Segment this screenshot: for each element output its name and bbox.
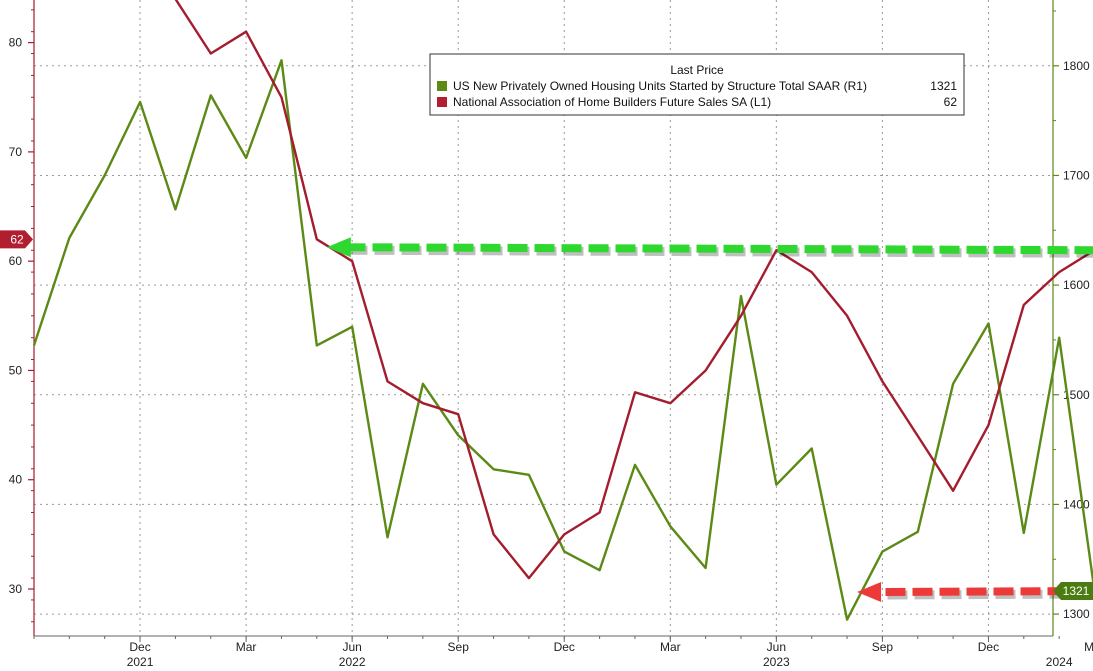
- x-tick-label: Sep: [448, 640, 470, 654]
- legend-entry-label: US New Privately Owned Housing Units Sta…: [453, 79, 867, 93]
- left-tick-label: 60: [9, 254, 23, 268]
- annotation-layer: [326, 237, 1093, 603]
- right-tick-label: 1500: [1063, 388, 1090, 402]
- left-tick-label: 30: [9, 582, 23, 596]
- series-line-housing-starts: [32, 59, 1093, 621]
- left-tick-label: 80: [9, 36, 23, 50]
- x-tick-label: Dec: [129, 640, 150, 654]
- x-tick-label: Mar: [660, 640, 681, 654]
- x-tick-label: Dec: [978, 640, 999, 654]
- last-value-badges: 62 1321: [0, 230, 1093, 601]
- left-tick-label: 50: [9, 363, 23, 377]
- left-last-value-text: 62: [10, 232, 24, 246]
- x-tick-label: Dec: [554, 640, 575, 654]
- x-year-label: 2024: [1046, 655, 1073, 669]
- legend-box: [429, 53, 965, 116]
- legend-entry-label: National Association of Home Builders Fu…: [453, 95, 771, 109]
- legend-entry-value: 62: [944, 95, 958, 109]
- right-tick-label: 1300: [1063, 607, 1090, 621]
- x-tick-label: Mar: [236, 640, 257, 654]
- legend-entry-value: 1321: [930, 79, 957, 93]
- right-tick-label: 1800: [1063, 59, 1090, 73]
- right-tick-label: 1700: [1063, 168, 1090, 182]
- series-layer: [32, 0, 1093, 621]
- x-year-label: 2023: [763, 655, 790, 669]
- series-line-nahb-future-sales: [174, 0, 1093, 580]
- x-year-label: 2021: [127, 655, 154, 669]
- x-tick-label: Sep: [872, 640, 894, 654]
- left-tick-label: 40: [9, 473, 23, 487]
- x-year-label: 2022: [339, 655, 366, 669]
- right-tick-label: 1400: [1063, 497, 1090, 511]
- right-tick-label: 1600: [1063, 278, 1090, 292]
- left-tick-label: 70: [9, 145, 23, 159]
- legend-swatch: [437, 97, 447, 107]
- right-last-value-text: 1321: [1063, 584, 1090, 598]
- legend-swatch: [437, 81, 447, 91]
- green-dashed-arrow: [326, 237, 1093, 258]
- grid-lines: [34, 0, 1053, 636]
- x-tick-label: Jun: [342, 640, 361, 654]
- left-last-value-badge: [0, 230, 33, 249]
- x-tick-label: Mar: [1084, 640, 1093, 654]
- axes: 30 40 50 60 70 80 1300 1400 1500 1600 1700 1800 Dec M…: [9, 0, 1093, 669]
- legend: Last Price US New Privately Owned Housing…: [429, 53, 965, 116]
- legend-title: Last Price: [670, 63, 724, 77]
- right-last-value-badge: [1053, 582, 1093, 601]
- x-tick-label: Jun: [767, 640, 786, 654]
